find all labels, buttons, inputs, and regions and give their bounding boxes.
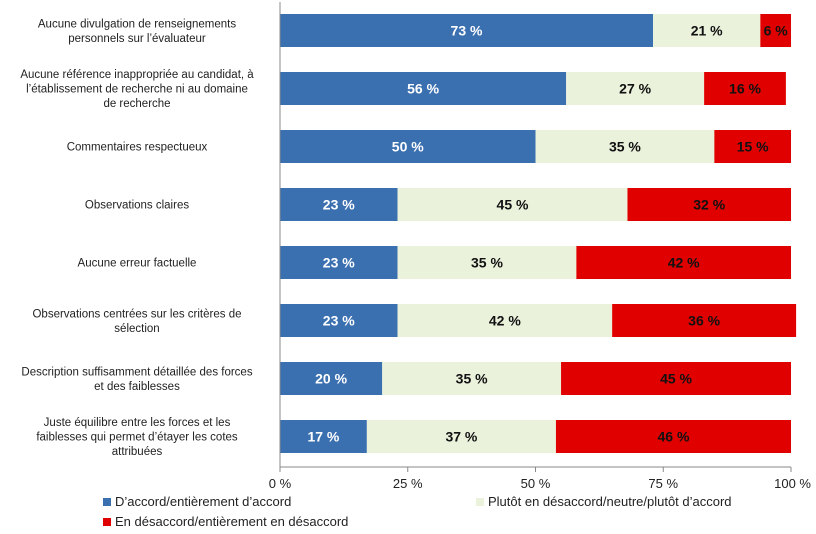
bar-segment	[280, 72, 567, 105]
legend-label-agree: D’accord/entièrement d’accord	[115, 494, 292, 509]
category-label: Aucune erreur factuelle	[78, 258, 197, 270]
legend-item-neutral: Plutôt en désaccord/neutre/plutôt d’acco…	[476, 494, 732, 509]
x-tick-label: 50 %	[521, 476, 551, 491]
bar-segment	[280, 14, 654, 47]
bar-segment	[612, 304, 797, 337]
x-tick-label: 100 %	[774, 476, 811, 491]
legend-item-disagree: En désaccord/entièrement en désaccord	[103, 514, 348, 529]
data-label: 15 %	[737, 139, 769, 155]
data-label: 35 %	[456, 371, 488, 387]
data-label: 36 %	[688, 313, 720, 329]
bar-segment	[280, 246, 398, 279]
bar-segment	[561, 362, 791, 395]
data-label: 35 %	[471, 255, 503, 271]
x-tick-label: 0 %	[269, 476, 292, 491]
bar-segment	[280, 362, 383, 395]
category-label: Observations claires	[85, 200, 189, 212]
data-label: 23 %	[323, 313, 355, 329]
data-label: 16 %	[729, 81, 761, 97]
bar-segment	[627, 188, 791, 221]
x-axis: 0 % 25 % 50 % 75 % 100 %	[269, 2, 811, 491]
bars	[280, 14, 797, 453]
data-label: 45 %	[660, 371, 692, 387]
bar-segment	[704, 72, 786, 105]
data-label: 37 %	[445, 429, 477, 445]
category-labels: Aucune divulgation de renseignements pers…	[20, 18, 254, 458]
category-label: Commentaires respectueux	[67, 142, 208, 154]
x-tick-label: 25 %	[393, 476, 423, 491]
data-label: 21 %	[691, 23, 723, 39]
bar-segment	[653, 14, 761, 47]
data-label: 73 %	[451, 23, 483, 39]
bar-segment	[280, 304, 398, 337]
category-label: Observations centrées sur les critères d…	[32, 308, 241, 335]
bar-segment	[382, 362, 562, 395]
legend-swatch-neutral	[476, 497, 484, 506]
bar-segment	[280, 188, 398, 221]
category-label: Description suffisamment détaillée des f…	[21, 366, 252, 393]
bar-segment	[555, 420, 791, 453]
data-label: 17 %	[307, 429, 339, 445]
bar-segment	[280, 130, 536, 163]
data-label: 32 %	[693, 197, 725, 213]
bar-segment	[576, 246, 791, 279]
data-label: 35 %	[609, 139, 641, 155]
bar-segment	[397, 188, 628, 221]
bar-segment	[280, 420, 367, 453]
bar-segment	[760, 14, 791, 47]
data-label: 23 %	[323, 255, 355, 271]
bar-segment	[397, 304, 613, 337]
data-label: 6 %	[764, 23, 789, 39]
data-label: 56 %	[407, 81, 439, 97]
data-label: 50 %	[392, 139, 424, 155]
bar-segment	[535, 130, 715, 163]
category-label: Juste équilibre entre les forces et les f…	[36, 417, 238, 458]
legend-swatch-disagree	[103, 517, 111, 526]
bar-segment	[397, 246, 577, 279]
data-label: 45 %	[497, 197, 529, 213]
data-label: 27 %	[619, 81, 651, 97]
category-label: Aucune divulgation de renseignements pers…	[38, 18, 236, 45]
legend-item-agree: D’accord/entièrement d’accord	[103, 494, 291, 509]
x-tick-label: 75 %	[648, 476, 678, 491]
legend-label-neutral: Plutôt en désaccord/neutre/plutôt d’acco…	[488, 494, 732, 509]
bar-segment	[366, 420, 556, 453]
data-label: 42 %	[489, 313, 521, 329]
value-labels: 73 % 21 % 6 % 56 % 27 % 16 % 50 % 35 % 15 % 23 % 4…	[307, 23, 788, 445]
data-label: 46 %	[658, 429, 690, 445]
bar-segment	[566, 72, 705, 105]
data-label: 20 %	[315, 371, 347, 387]
category-label: Aucune référence inappropriée au candida…	[20, 69, 254, 110]
data-label: 42 %	[668, 255, 700, 271]
legend-label-disagree: En désaccord/entièrement en désaccord	[115, 514, 349, 529]
data-label: 23 %	[323, 197, 355, 213]
legend-swatch-agree	[103, 497, 111, 506]
bar-segment	[714, 130, 791, 163]
